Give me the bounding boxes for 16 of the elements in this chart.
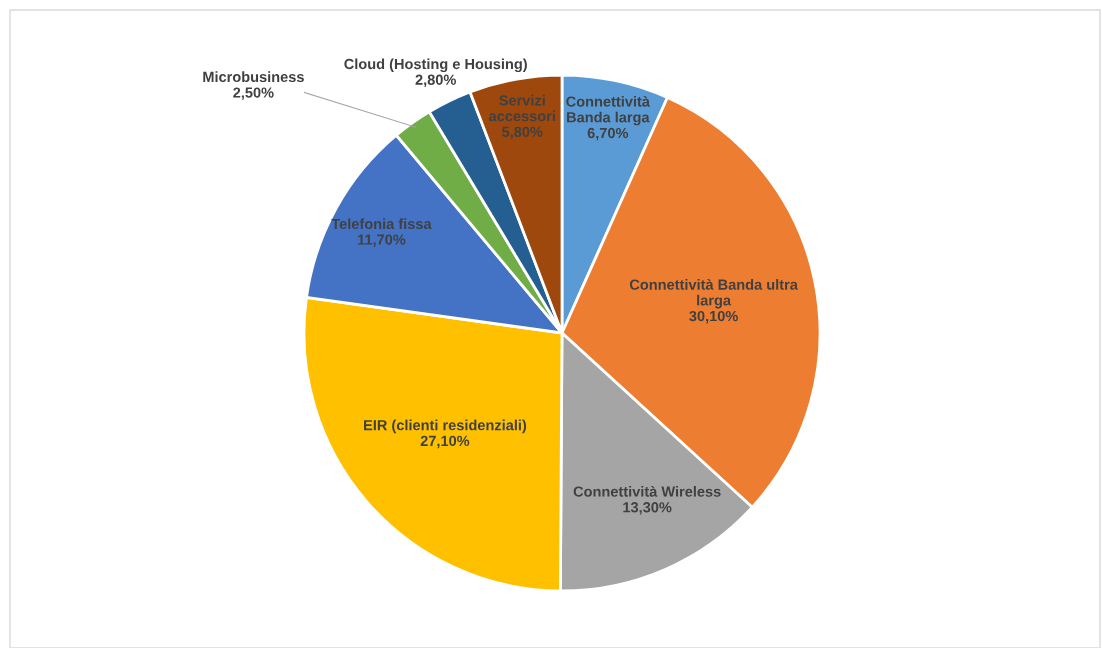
slice-label: Telefonia fissa	[331, 218, 432, 230]
data-label: 30,10%	[689, 310, 738, 324]
data-label: 27,10%	[420, 435, 470, 449]
slice-label: Connettività Banda ultra larga	[629, 278, 798, 309]
data-label: 11,70%	[358, 234, 406, 247]
data-label: 5,80%	[502, 126, 543, 140]
slice-label: Connettività Wireless	[573, 485, 721, 497]
data-label: 2,50%	[233, 87, 274, 100]
slice-label: EIR (clienti residenziali)	[364, 419, 527, 434]
data-label: 6,70%	[587, 127, 629, 141]
data-label: 2,80%	[415, 74, 456, 88]
slice-label: Servizi accessori	[489, 94, 555, 122]
slice-label: Microbusiness	[203, 71, 304, 83]
slice-label: Cloud (Hosting e Housing)	[344, 58, 527, 73]
data-label: 13,30%	[623, 502, 672, 515]
slice-label: Connettività Banda larga	[566, 95, 650, 126]
